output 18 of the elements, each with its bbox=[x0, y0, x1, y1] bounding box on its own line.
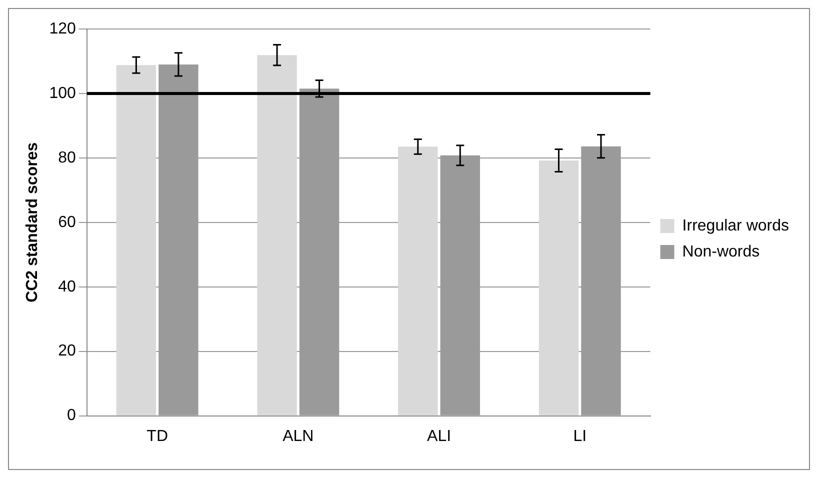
y-tick-label: 120 bbox=[49, 20, 76, 38]
bar bbox=[116, 65, 156, 416]
bar bbox=[398, 146, 438, 416]
y-tick-label: 0 bbox=[66, 407, 76, 424]
bar bbox=[538, 160, 579, 416]
y-tick-label: 40 bbox=[58, 278, 76, 296]
y-tick-label: 20 bbox=[58, 342, 76, 360]
x-tick-label: ALN bbox=[282, 428, 314, 445]
legend-label: Non-words bbox=[682, 243, 760, 260]
y-axis-title: CC2 standard scores bbox=[24, 142, 42, 302]
y-tick-label: 100 bbox=[49, 84, 76, 102]
x-tick-label: TD bbox=[146, 428, 168, 445]
legend-label: Irregular words bbox=[682, 217, 789, 234]
x-tick-label: LI bbox=[573, 428, 587, 445]
bar bbox=[257, 55, 297, 416]
y-tick-label: 80 bbox=[58, 149, 76, 166]
x-tick-label: ALI bbox=[427, 428, 452, 445]
y-tick-label: 60 bbox=[58, 214, 76, 231]
